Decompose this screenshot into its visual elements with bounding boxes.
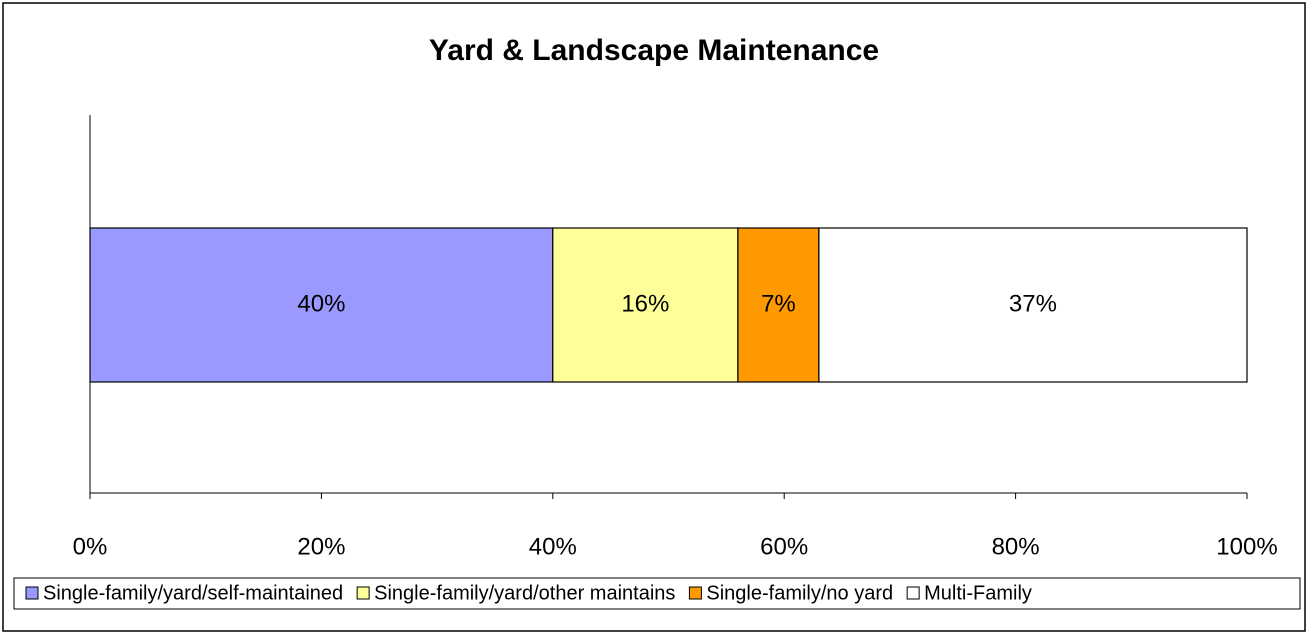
legend-swatch: [688, 586, 702, 600]
bar-segment: [89, 227, 554, 383]
legend-label: Multi-Family: [924, 582, 1032, 604]
x-tick-label: 40%: [529, 533, 577, 560]
legend-label: Single-family/yard/self-maintained: [43, 582, 343, 604]
x-tick-label: 20%: [297, 533, 345, 560]
data-label: 16%: [621, 290, 669, 317]
chart-title: Yard & Landscape Maintenance: [429, 34, 879, 67]
bar-segment: [818, 227, 1248, 383]
legend-swatch: [25, 586, 39, 600]
legend-label: Single-family/no yard: [706, 582, 893, 604]
x-tick-label: 60%: [760, 533, 808, 560]
legend-swatch: [906, 586, 920, 600]
data-label: 40%: [297, 290, 345, 317]
legend-label: Single-family/yard/other maintains: [374, 582, 675, 604]
data-label: 7%: [761, 290, 796, 317]
x-tick-label: 0%: [73, 533, 108, 560]
legend-box: [13, 577, 1301, 610]
x-tick-label: 100%: [1216, 533, 1277, 560]
data-label: 37%: [1009, 290, 1057, 317]
x-tick-label: 80%: [992, 533, 1040, 560]
legend-swatch: [356, 586, 370, 600]
